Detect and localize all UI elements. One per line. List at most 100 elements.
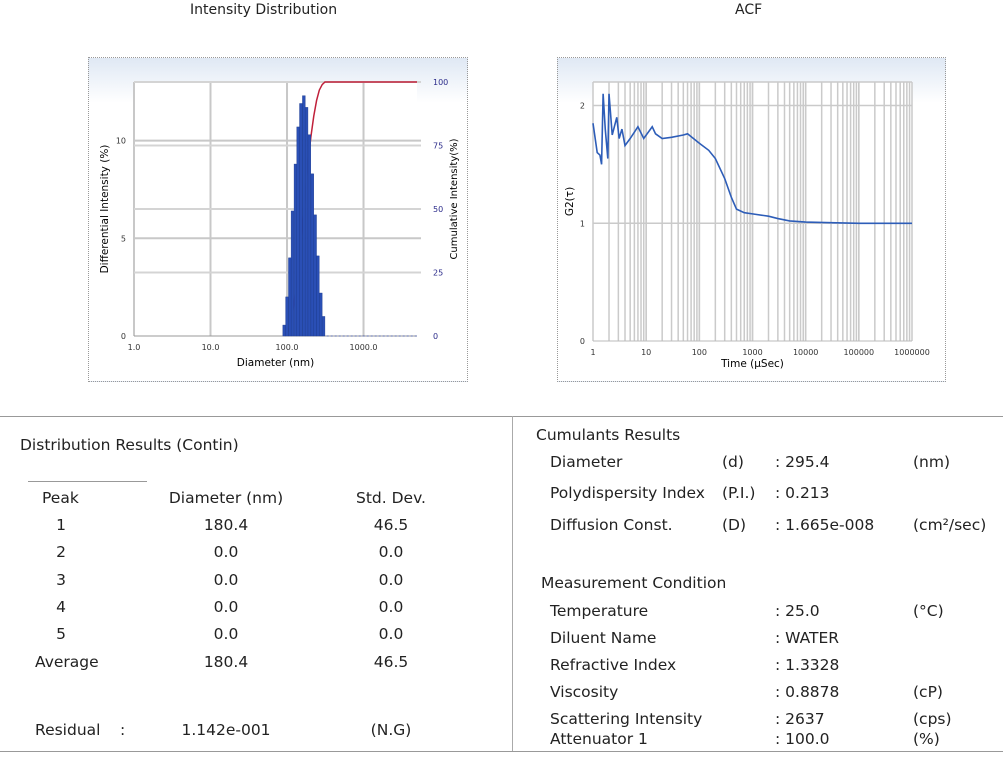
x-tick-label: 1000000: [894, 348, 930, 357]
measurement-unit: (°C): [913, 602, 944, 620]
distribution-bar: [302, 95, 306, 337]
x-tick-label: 1.0: [128, 343, 141, 352]
acf-line: [592, 93, 912, 225]
cumulant-symbol: (P.I.): [722, 484, 756, 502]
x-tick-label: 100.0: [276, 343, 299, 352]
cumulant-symbol: (d): [722, 453, 744, 471]
measurement-title: Measurement Condition: [541, 574, 727, 592]
x-axis-label: Time (µSec): [720, 358, 784, 370]
distribution-underline: [28, 481, 147, 482]
y-tick-label: 10: [116, 137, 126, 146]
std-dev-cell: 0.0: [378, 625, 404, 644]
distribution-bar: [290, 210, 295, 337]
distribution-bar: [285, 296, 289, 337]
measurement-label: Attenuator 1: [550, 730, 648, 748]
std-dev-cell: 0.0: [378, 543, 404, 562]
std-dev-cell: 0.0: [378, 570, 404, 589]
column-header: Diameter (nm): [168, 489, 284, 507]
y-tick-label: 1: [580, 219, 585, 228]
peak-cell: Average: [35, 652, 99, 671]
cumulant-value: : 1.665e-008: [775, 516, 875, 534]
y2-tick-label: 25: [433, 269, 443, 278]
measurement-unit: (cps): [913, 710, 952, 728]
x-tick-label: 1000.0: [350, 343, 378, 352]
y-axis-label: Differential Intensity (%): [99, 145, 111, 274]
diameter-cell: 180.4: [203, 516, 249, 534]
y2-tick-label: 100: [433, 78, 448, 87]
cumulant-unit: (cm²/sec): [913, 516, 987, 534]
distribution-bar: [282, 324, 286, 337]
x-tick-label: 10: [641, 348, 651, 357]
distribution-bar: [299, 103, 303, 337]
column-header: Peak: [42, 489, 79, 507]
measurement-label: Temperature: [550, 602, 649, 620]
peak-cell: 3: [56, 570, 66, 589]
peak-cell: 4: [56, 597, 66, 616]
residual-value: 1.142e-001: [181, 721, 271, 739]
cumulant-value: : 295.4: [775, 453, 830, 471]
measurement-label: Refractive Index: [550, 656, 677, 674]
y2-axis-label: Cumulative Intensity(%): [449, 138, 460, 259]
std-dev-cell: 0.0: [378, 597, 404, 616]
cumulant-symbol: (D): [722, 516, 747, 534]
divider-top: [0, 416, 1003, 417]
distribution-bar: [319, 292, 323, 337]
distribution-bar: [310, 173, 314, 337]
residual-label: Residual: [35, 721, 101, 739]
distribution-bar: [307, 134, 311, 337]
intensity-chart-title: Intensity Distribution: [190, 2, 338, 18]
y2-tick-label: 50: [433, 205, 443, 214]
divider-bottom: [0, 751, 1003, 752]
y-tick-label: 2: [580, 102, 585, 111]
distribution-title: Distribution Results (Contin): [20, 436, 239, 454]
diameter-cell: 0.0: [213, 543, 239, 562]
measurement-value: : 2637: [775, 710, 825, 728]
cumulant-unit: (nm): [913, 453, 951, 471]
distribution-bar: [316, 255, 320, 337]
cumulant-label: Diffusion Const.: [550, 516, 673, 534]
x-tick-label: 100: [692, 348, 707, 357]
x-tick-label: 1: [590, 348, 595, 357]
peak-cell: 5: [56, 625, 66, 644]
measurement-label: Scattering Intensity: [550, 710, 703, 728]
diameter-cell: 0.0: [213, 625, 239, 644]
x-axis-label: Diameter (nm): [237, 357, 314, 369]
y-axis-label: G2(τ): [564, 187, 576, 216]
measurement-value: : 100.0: [775, 730, 830, 748]
diameter-cell: 0.0: [213, 597, 239, 616]
y-tick-label: 0: [121, 332, 126, 341]
measurement-unit: (cP): [913, 683, 943, 701]
y-tick-label: 5: [121, 234, 126, 243]
distribution-bar: [296, 126, 300, 337]
distribution-bar: [288, 257, 292, 337]
peak-cell: 1: [56, 516, 66, 534]
x-tick-label: 1000: [742, 348, 762, 357]
residual-separator: :: [120, 721, 126, 739]
std-dev-cell: 46.5: [373, 516, 409, 534]
measurement-label: Diluent Name: [550, 629, 657, 647]
diameter-cell: 180.4: [203, 652, 249, 671]
distribution-bar: [293, 163, 298, 337]
distribution-bar: [313, 214, 317, 337]
measurement-label: Viscosity: [550, 683, 619, 701]
diameter-cell: 0.0: [213, 570, 239, 589]
distribution-bar: [304, 107, 309, 337]
charts-svg: 1.0 10.0 100.0 1000.005100255075100Diameter…: [99, 78, 930, 370]
cumulant-label: Polydispersity Index: [550, 484, 705, 502]
cumulant-label: Diameter: [550, 453, 623, 471]
x-tick-label: 10000: [793, 348, 818, 357]
measurement-value: : WATER: [775, 629, 840, 647]
y2-tick-label: 0: [433, 332, 438, 341]
y-tick-label: 0: [580, 337, 585, 346]
measurement-value: : 25.0: [775, 602, 820, 620]
divider-vertical: [512, 416, 513, 751]
x-tick-label: 10.0: [202, 343, 220, 352]
peak-cell: 2: [56, 543, 66, 562]
residual-status: (N.G): [370, 721, 412, 739]
cumulant-value: : 0.213: [775, 484, 830, 502]
measurement-value: : 1.3328: [775, 656, 840, 674]
distribution-bar: [321, 316, 326, 337]
y2-tick-label: 75: [433, 142, 443, 151]
measurement-unit: (%): [913, 730, 940, 748]
measurement-value: : 0.8878: [775, 683, 840, 701]
